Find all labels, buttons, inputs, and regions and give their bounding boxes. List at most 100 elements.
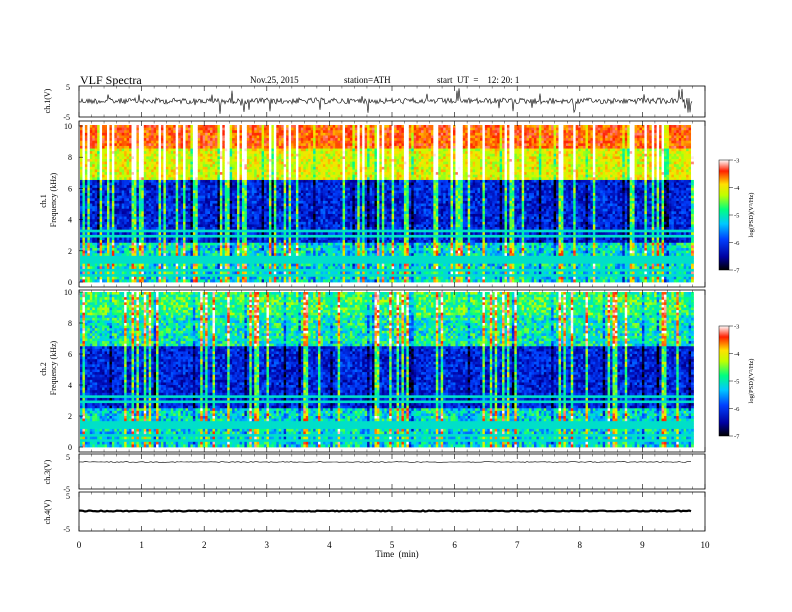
spectrogram-cell [215, 159, 218, 162]
spectrogram-cell [127, 232, 130, 235]
spectrogram-cell [139, 175, 142, 178]
spectrogram-cell [144, 180, 147, 183]
spectrogram-cell [232, 156, 235, 159]
spectrogram-cell [85, 185, 88, 188]
spectrogram-cell [127, 125, 130, 128]
spectrogram-cell [149, 279, 152, 282]
spectrogram-cell [114, 269, 117, 272]
spectrogram-cell [100, 211, 103, 214]
spectrogram-cell [112, 198, 115, 201]
spectrogram-cell [134, 169, 137, 172]
spectrogram-cell [181, 151, 184, 154]
spectrogram-cell [210, 217, 213, 220]
spectrogram-cell [119, 272, 122, 275]
spectrogram-cell [176, 245, 179, 248]
spectrogram-cell [198, 169, 201, 172]
spectrogram-cell [100, 198, 103, 201]
spectrogram-cell [188, 146, 191, 149]
spectrogram-cell [117, 206, 120, 209]
spectrogram-cell [183, 219, 186, 222]
spectrogram-cell [151, 261, 154, 264]
spectrogram-cell [85, 154, 88, 157]
spectrogram-cell [181, 230, 184, 233]
spectrogram-cell [161, 217, 164, 220]
spectrogram-cell [208, 251, 211, 254]
spectrogram-cell [151, 180, 154, 183]
spectrogram-cell [178, 130, 181, 133]
spectrogram-cell [144, 240, 147, 243]
spectrogram-cell [166, 219, 169, 222]
spectrogram-cell [151, 245, 154, 248]
spectrogram-cell [225, 230, 228, 233]
spectrogram-cell [230, 196, 233, 199]
spectrogram-cell [102, 279, 105, 282]
spectrogram-cell [90, 245, 93, 248]
spectrogram-cell [208, 211, 211, 214]
spectrogram-cell [181, 256, 184, 259]
spectrogram-cell [132, 125, 135, 128]
spectrogram-cell [215, 143, 218, 146]
spectrogram-cell [210, 240, 213, 243]
spectrogram-cell [198, 240, 201, 243]
spectrogram-cell [87, 196, 90, 199]
spectrogram-cell [178, 232, 181, 235]
spectrogram-cell [149, 146, 152, 149]
spectrogram-cell [222, 261, 225, 264]
spectrogram-cell [114, 274, 117, 277]
spectrogram-cell [161, 167, 164, 170]
spectrogram-cell [178, 256, 181, 259]
spectrogram-cell [161, 261, 164, 264]
spectrogram-cell [85, 214, 88, 217]
spectrogram-cell [134, 198, 137, 201]
spectrogram-cell [95, 159, 98, 162]
spectrogram-cell [178, 279, 181, 282]
spectrogram-cell [80, 159, 83, 162]
spectrogram-cell [117, 149, 120, 152]
spectrogram-cell [176, 227, 179, 230]
spectrogram-cell [134, 130, 137, 133]
spectrogram-cell [200, 217, 203, 220]
spectrogram-cell [129, 151, 132, 154]
spectrogram-cell [154, 141, 157, 144]
spectrogram-cell [230, 128, 233, 131]
spectrogram-cell [188, 149, 191, 152]
spectrogram-cell [161, 169, 164, 172]
spectrogram-cell [163, 253, 166, 256]
spectrogram-cell [117, 183, 120, 186]
spectrogram-cell [129, 164, 132, 167]
spectrogram-cell [97, 238, 100, 241]
spectrogram-cell [139, 138, 142, 141]
spectrogram-cell [129, 232, 132, 235]
spectrogram-cell [122, 151, 125, 154]
spectrogram-cell [181, 240, 184, 243]
spectrogram-cell [105, 201, 108, 204]
spectrogram-cell [114, 128, 117, 131]
spectrogram-cell [149, 164, 152, 167]
spectrogram-cell [232, 164, 235, 167]
spectrogram-cell [190, 279, 193, 282]
spectrogram-cell [122, 180, 125, 183]
spectrogram-cell [220, 180, 223, 183]
spectrogram-cell [80, 204, 83, 207]
spectrogram-cell [122, 211, 125, 214]
spectrogram-cell [188, 143, 191, 146]
spectrogram-cell [80, 235, 83, 238]
spectrogram-cell [141, 204, 144, 207]
spectrogram-cell [95, 209, 98, 212]
spectrogram-cell [195, 253, 198, 256]
spectrogram-cell [144, 159, 147, 162]
spectrogram-cell [163, 240, 166, 243]
spectrogram-cell [154, 159, 157, 162]
spectrogram-cell [173, 274, 176, 277]
spectrogram-cell [222, 167, 225, 170]
spectrogram-cell [129, 219, 132, 222]
spectrogram-cell [183, 193, 186, 196]
spectrogram-cell [141, 193, 144, 196]
spectrogram-cell [80, 258, 83, 261]
spectrogram-cell [186, 141, 189, 144]
spectrogram-cell [156, 243, 159, 246]
spectrogram-cell [220, 245, 223, 248]
spectrogram-cell [186, 196, 189, 199]
spectrogram-cell [134, 151, 137, 154]
spectrogram-cell [220, 217, 223, 220]
